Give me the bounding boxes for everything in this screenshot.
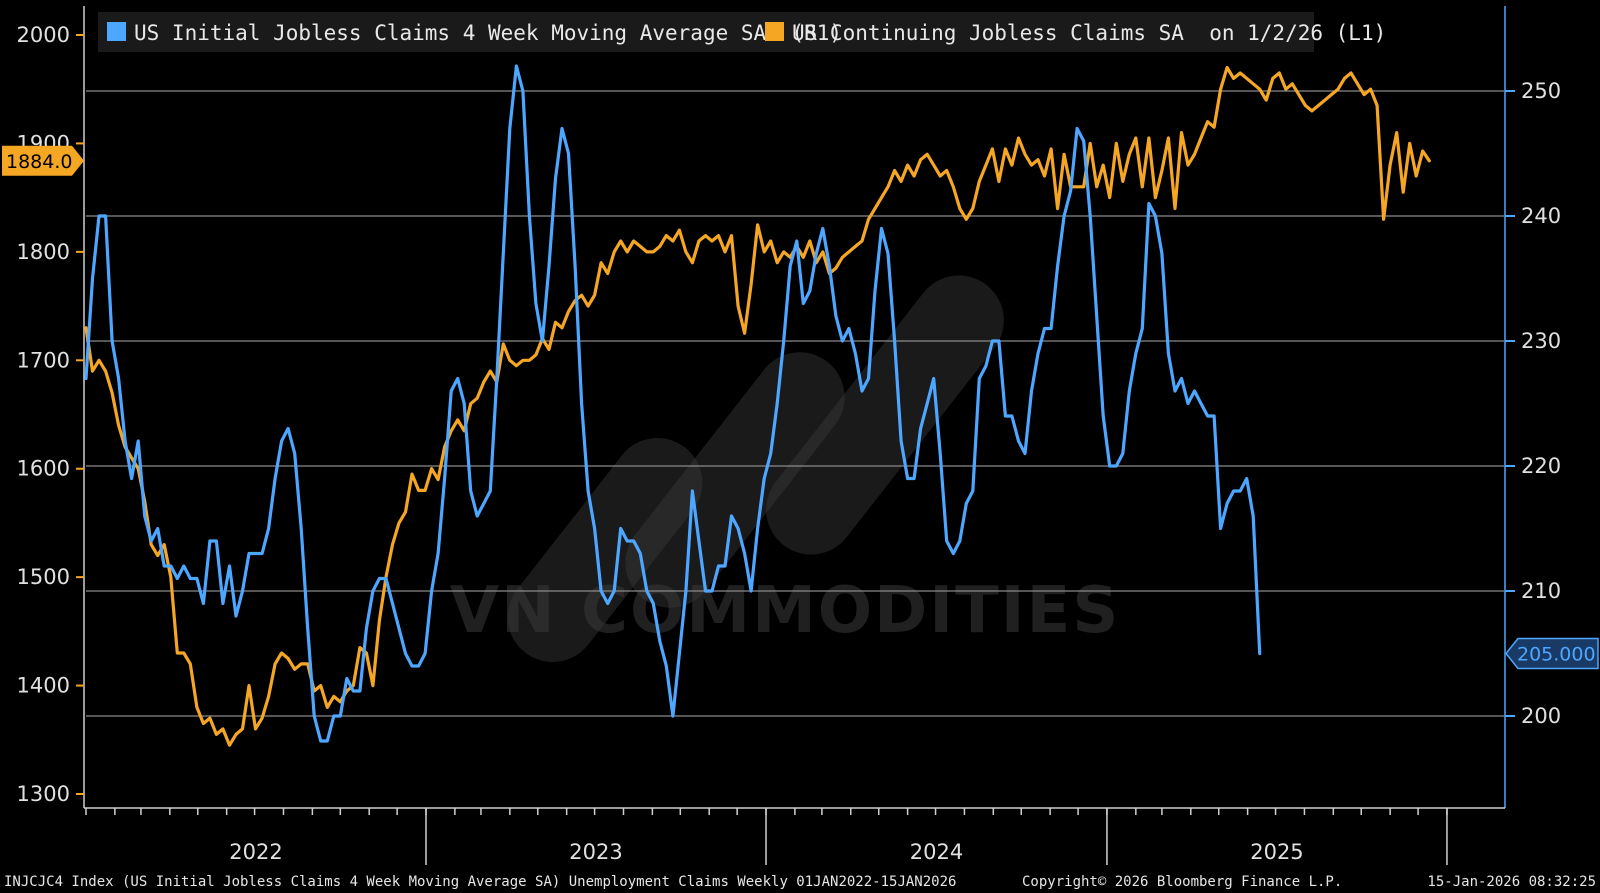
right-last-value-flag: 205.000 — [1505, 637, 1599, 670]
right-tick-label-200: 200 — [1521, 704, 1561, 728]
left-tick-label-1500: 1500 — [17, 565, 70, 589]
year-label-2024: 2024 — [910, 840, 963, 864]
legend-swatch-continuing-claims — [765, 22, 784, 41]
legend-label-initial-claims: US Initial Jobless Claims 4 Week Moving … — [134, 21, 842, 45]
right-tick-label-220: 220 — [1521, 454, 1561, 478]
initial-claims-line — [84, 64, 1262, 743]
legend-background — [98, 12, 1314, 52]
footer-source: INJCJC4 Index (US Initial Jobless Claims… — [4, 874, 956, 890]
right-tick-label-250: 250 — [1521, 79, 1561, 103]
footer: INJCJC4 Index (US Initial Jobless Claims… — [4, 874, 1596, 890]
left-tick-label-2000: 2000 — [17, 23, 70, 47]
footer-copyright: Copyright© 2026 Bloomberg Finance L.P. — [1022, 874, 1342, 890]
watermark-text: VN COMMODITIES — [450, 574, 1121, 648]
axes: 1300140015001600170018001900200020021022… — [17, 6, 1561, 865]
year-label-2023: 2023 — [569, 840, 622, 864]
right-tick-label-240: 240 — [1521, 204, 1561, 228]
right-flag-shape — [1505, 637, 1599, 670]
left-tick-label-1800: 1800 — [17, 240, 70, 264]
right-tick-label-210: 210 — [1521, 579, 1561, 603]
legend: US Initial Jobless Claims 4 Week Moving … — [98, 12, 1386, 52]
footer-timestamp: 15-Jan-2026 08:32:25 — [1427, 874, 1596, 890]
year-label-2022: 2022 — [229, 840, 282, 864]
legend-label-continuing-claims: US Continuing Jobless Claims SA on 1/2/2… — [792, 21, 1386, 45]
right-tick-label-230: 230 — [1521, 329, 1561, 353]
left-tick-label-1700: 1700 — [17, 348, 70, 372]
year-label-2025: 2025 — [1250, 840, 1303, 864]
left-last-value-flag: 1884.0 — [2, 145, 84, 176]
left-tick-label-1600: 1600 — [17, 457, 70, 481]
left-flag-shape — [2, 145, 84, 176]
left-tick-label-1400: 1400 — [17, 674, 70, 698]
legend-swatch-initial-claims — [107, 22, 126, 41]
right-flag-value: 205.000 — [1517, 644, 1596, 666]
watermark-logo — [507, 275, 1004, 662]
continuing-claims-line — [84, 65, 1431, 747]
left-tick-label-1300: 1300 — [17, 782, 70, 806]
left-flag-value: 1884.0 — [6, 151, 72, 173]
watermark: VN COMMODITIES — [450, 275, 1121, 662]
series-lines — [84, 64, 1431, 747]
